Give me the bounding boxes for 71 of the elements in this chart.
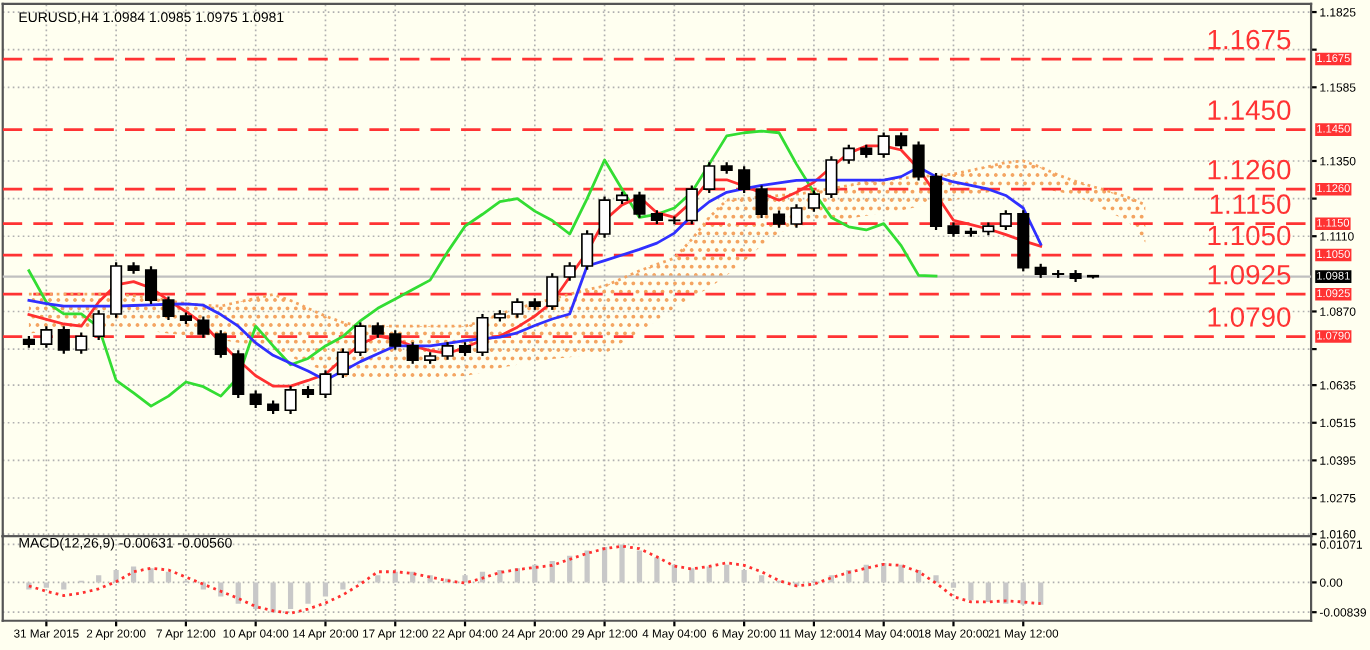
candlestick: [598, 195, 611, 239]
bar: [724, 564, 730, 583]
candlestick: [406, 341, 419, 365]
candlestick: [807, 189, 820, 213]
bar: [148, 568, 154, 583]
text: 1.1260: [1208, 159, 1291, 180]
candlestick: [581, 229, 594, 271]
text: 1.0790: [1208, 307, 1291, 327]
bar: [235, 582, 241, 604]
bar: [985, 582, 991, 602]
candlestick: [319, 369, 332, 400]
candlestick: [92, 309, 105, 342]
bar: [636, 550, 643, 583]
bar: [584, 550, 590, 583]
bar: [270, 582, 276, 613]
bar: [305, 582, 311, 604]
bar: [619, 544, 625, 583]
text: 1.1050: [1208, 225, 1291, 246]
candlestick: [790, 203, 803, 229]
bar: [1038, 582, 1044, 605]
candlestick: [755, 184, 768, 220]
bar: [968, 582, 974, 601]
bar: [601, 546, 608, 583]
candlestick: [144, 265, 158, 306]
bar: [758, 575, 765, 583]
candlestick: [232, 349, 245, 400]
text: 1.1150: [1210, 194, 1291, 215]
line-series: [27, 129, 938, 408]
candlestick: [162, 295, 175, 322]
bar: [43, 582, 49, 588]
candlestick: [912, 140, 925, 182]
candlestick: [197, 315, 210, 339]
candlestick: [336, 347, 349, 380]
candlestick: [110, 261, 123, 319]
candlestick: [877, 131, 890, 159]
candlestick: [354, 321, 367, 358]
text: 1.0925: [1208, 264, 1291, 285]
candlestick: [738, 165, 751, 195]
bar: [287, 582, 294, 610]
bar: [340, 582, 346, 590]
bar: [654, 557, 660, 583]
bar: [1003, 582, 1009, 604]
text: 1.1675: [1208, 29, 1291, 50]
bar: [497, 569, 503, 583]
candlestick: [685, 184, 698, 226]
candlestick: [703, 161, 716, 195]
candlestick: [511, 297, 524, 319]
candlestick: [842, 143, 855, 165]
bar: [375, 575, 381, 583]
bar: [253, 582, 259, 610]
bar: [218, 582, 224, 597]
bar: [950, 582, 957, 588]
candlestick: [633, 190, 646, 219]
bar: [741, 569, 747, 583]
bar: [61, 582, 67, 590]
candlestick: [563, 261, 576, 282]
bar: [322, 582, 329, 597]
candlestick: [75, 331, 88, 355]
candlestick: [999, 209, 1012, 232]
bar: [96, 575, 102, 583]
candlestick: [57, 325, 70, 355]
candlestick: [476, 312, 489, 358]
candlestick: [284, 384, 297, 416]
candlestick: [546, 272, 559, 311]
candlestick: [40, 325, 53, 349]
candlestick: [214, 329, 227, 359]
text: 1.1450: [1208, 100, 1291, 120]
candlestick: [825, 155, 838, 200]
candlestick: [389, 329, 402, 351]
bar: [462, 575, 468, 583]
bar: [1020, 582, 1026, 605]
